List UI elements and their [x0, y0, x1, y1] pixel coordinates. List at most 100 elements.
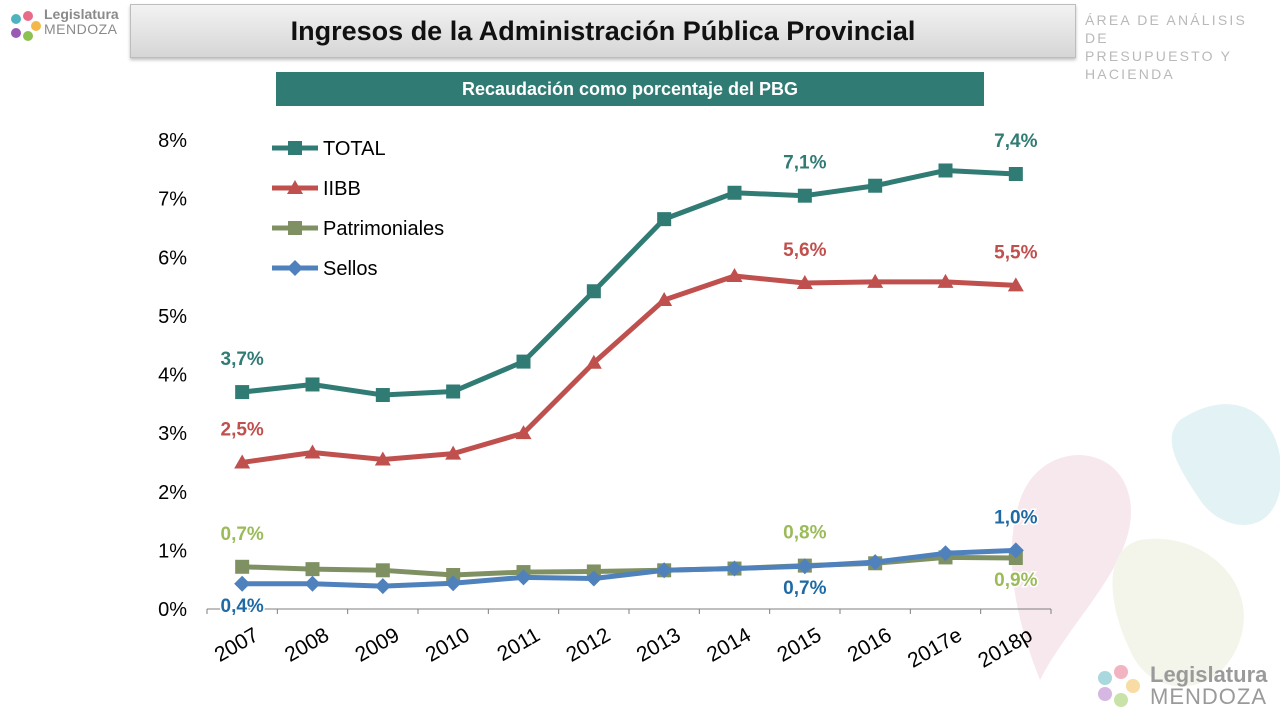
- data-label-sellos: 0,7%: [783, 578, 826, 599]
- data-point-sellos: [585, 570, 602, 587]
- data-point-patrimoniales: [446, 567, 461, 582]
- data-label-patrimoniales: 0,8%: [783, 523, 826, 544]
- area-line-1: ÁREA DE ANÁLISIS DE: [1085, 12, 1248, 46]
- y-tick-label: 5%: [158, 306, 187, 328]
- x-tick-label: 2013: [633, 623, 685, 666]
- y-tick-label: 3%: [158, 423, 187, 445]
- x-tick-label: 2010: [422, 623, 474, 666]
- data-point-sellos: [445, 575, 462, 592]
- data-point-iibb: [726, 268, 743, 283]
- legend-label-iibb: IIBB: [323, 178, 361, 200]
- area-label: ÁREA DE ANÁLISIS DE PRESUPUESTO Y HACIEN…: [1085, 11, 1275, 83]
- x-tick-label: 2009: [351, 623, 403, 666]
- y-tick-label: 6%: [158, 247, 187, 269]
- series-line-iibb: [239, 273, 1019, 465]
- area-line-2: PRESUPUESTO Y HACIENDA: [1085, 48, 1232, 82]
- data-point-total: [446, 384, 461, 399]
- data-point-iibb: [374, 451, 391, 466]
- data-point-total: [305, 377, 320, 392]
- y-tick-label: 0%: [158, 599, 187, 621]
- data-label-total: 7,4%: [994, 131, 1037, 152]
- data-point-iibb: [304, 444, 321, 459]
- data-label-sellos: 0,4%: [221, 596, 264, 617]
- y-tick-label: 7%: [158, 189, 187, 211]
- data-point-total: [1008, 167, 1023, 182]
- x-tick-label: 2015: [773, 623, 825, 666]
- subtitle-bar: Recaudación como porcentaje del PBG: [276, 72, 984, 106]
- data-point-iibb: [796, 275, 813, 290]
- chart-subtitle: Recaudación como porcentaje del PBG: [461, 78, 799, 99]
- data-point-sellos: [374, 578, 391, 595]
- data-point-sellos: [726, 560, 743, 577]
- legend-label-sellos: Sellos: [323, 258, 377, 280]
- series-line-total: [239, 167, 1019, 398]
- page-title: Ingresos de la Administración Pública Pr…: [290, 15, 916, 46]
- header-logo-text: Legislatura MENDOZA: [44, 7, 119, 37]
- data-point-sellos: [656, 562, 673, 579]
- data-point-patrimoniales: [305, 562, 320, 577]
- x-tick-label: 2014: [703, 623, 755, 666]
- data-label-total: 7,1%: [783, 153, 826, 174]
- footer-logo-text: Legislatura MENDOZA: [1150, 664, 1267, 708]
- watermark-decoration: [1011, 404, 1280, 687]
- logo-line-1: Legislatura: [44, 6, 119, 22]
- data-point-iibb: [445, 445, 462, 460]
- legend-label-total: TOTAL: [323, 138, 386, 160]
- data-point-total: [727, 185, 742, 200]
- x-tick-label: 2017e: [904, 623, 966, 672]
- legend-marker-patrimoniales: [288, 221, 302, 235]
- data-label-iibb: 2,5%: [221, 419, 264, 440]
- data-point-total: [868, 178, 883, 193]
- y-tick-label: 1%: [158, 540, 187, 562]
- data-point-sellos: [1007, 542, 1024, 559]
- logo-line-2: MENDOZA: [44, 21, 118, 37]
- data-point-total: [516, 354, 531, 369]
- legislatura-footer-logo-icon: [1098, 665, 1140, 707]
- data-label-patrimoniales: 0,9%: [994, 570, 1037, 591]
- title-bar: Ingresos de la Administración Pública Pr…: [130, 4, 1076, 58]
- data-point-total: [586, 284, 601, 299]
- y-tick-label: 8%: [158, 130, 187, 152]
- legend-label-patrimoniales: Patrimoniales: [323, 218, 444, 240]
- data-point-sellos: [515, 569, 532, 586]
- footer-logo-line-2: MENDOZA: [1150, 684, 1267, 709]
- data-point-iibb: [234, 454, 251, 469]
- data-point-total: [938, 163, 953, 178]
- data-point-iibb: [656, 292, 673, 307]
- legend-marker-total: [288, 141, 302, 155]
- x-tick-label: 2008: [281, 623, 333, 666]
- data-point-total: [797, 188, 812, 203]
- data-point-sellos: [867, 554, 884, 571]
- data-point-iibb: [1007, 277, 1024, 292]
- legend-marker-sellos: [287, 260, 303, 276]
- data-point-sellos: [796, 558, 813, 575]
- data-label-patrimoniales: 0,7%: [221, 524, 264, 545]
- data-point-iibb: [937, 273, 954, 288]
- y-tick-label: 4%: [158, 365, 187, 387]
- data-point-iibb: [585, 354, 602, 369]
- data-label-iibb: 5,6%: [783, 240, 826, 261]
- x-tick-label: 2012: [562, 623, 614, 666]
- data-point-total: [657, 212, 672, 227]
- data-label-iibb: 5,5%: [994, 242, 1037, 263]
- data-point-sellos: [937, 545, 954, 562]
- data-point-iibb: [867, 273, 884, 288]
- x-tick-label: 2011: [493, 623, 544, 666]
- x-tick-label: 2018p: [974, 623, 1036, 672]
- data-point-sellos: [234, 575, 251, 592]
- data-point-patrimoniales: [235, 559, 250, 574]
- data-point-total: [235, 385, 250, 400]
- footer-logo-line-1: Legislatura: [1150, 662, 1268, 687]
- data-point-patrimoniales: [375, 563, 390, 578]
- x-tick-label: 2016: [844, 623, 896, 666]
- data-label-total: 3,7%: [221, 349, 264, 370]
- legislatura-logo-icon: [11, 11, 41, 41]
- y-tick-label: 2%: [158, 482, 187, 504]
- data-point-iibb: [515, 425, 532, 440]
- data-point-sellos: [304, 575, 321, 592]
- data-point-total: [375, 388, 390, 403]
- data-label-sellos: 1,0%: [994, 507, 1037, 528]
- x-tick-label: 2007: [211, 623, 263, 666]
- series-line-sellos: [239, 547, 1019, 589]
